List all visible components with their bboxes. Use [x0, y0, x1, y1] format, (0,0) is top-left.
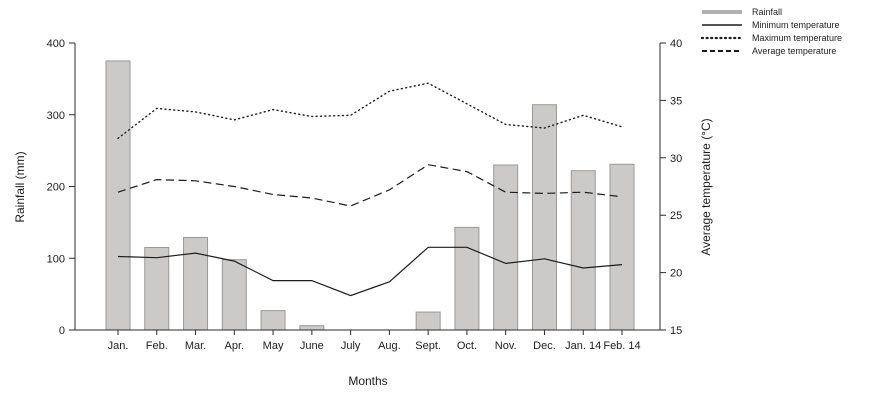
axes — [69, 42, 666, 335]
left-tick-label: 300 — [47, 110, 65, 122]
rainfall-line-sample-icon — [702, 9, 742, 14]
x-axis-title: Months — [348, 374, 388, 388]
month-tick-label: Jan. — [108, 340, 129, 352]
line-minimum-temperature — [117, 246, 623, 297]
legend-item-avg-temperature: Average temperature — [701, 44, 873, 57]
month-tick-label: Mar. — [185, 340, 206, 352]
right-tick-label: 35 — [670, 95, 682, 107]
bar-Feb. — [144, 246, 170, 331]
left-tick-label: 100 — [47, 253, 65, 265]
left-tick-label: 0 — [59, 325, 65, 337]
left-axis-title: Rainfall (mm) — [13, 151, 27, 223]
month-tick-label: Apr. — [225, 340, 245, 352]
bar-Nov. — [493, 164, 519, 331]
month-tick-label: Jan. 14 — [565, 340, 601, 352]
left-tick-label: 200 — [47, 182, 65, 194]
legend: Rainfall Minimum temperature Maximum tem… — [701, 5, 873, 57]
month-tick-label: Dec. — [533, 340, 556, 352]
legend-label-max-temperature: Maximum temperature — [752, 32, 843, 43]
month-tick-label: Sept. — [415, 340, 441, 352]
right-tick-label: 20 — [670, 268, 682, 280]
month-tick-label: Aug. — [378, 340, 401, 352]
right-tick-label: 30 — [670, 153, 682, 165]
legend-item-rainfall: Rainfall — [701, 5, 873, 18]
month-tick-label: June — [300, 340, 324, 352]
bar-Sept. — [415, 311, 441, 331]
solid-line-sample-icon — [702, 23, 742, 26]
line-maximum-temperature — [117, 82, 623, 139]
rainfall-bars — [105, 60, 635, 331]
month-tick-label: Nov. — [495, 340, 517, 352]
bar-Oct. — [454, 226, 480, 331]
dashed-line-sample-icon — [702, 49, 742, 52]
bar-May — [260, 310, 286, 331]
dotted-line-sample-icon — [701, 36, 743, 39]
bar-June — [299, 325, 325, 331]
legend-item-min-temperature: Minimum temperature — [701, 18, 873, 31]
right-tick-label: 25 — [670, 210, 682, 222]
right-tick-label: 15 — [670, 325, 682, 337]
bar-Mar. — [183, 236, 209, 331]
month-tick-label: Oct. — [457, 340, 477, 352]
legend-label-rainfall: Rainfall — [752, 6, 783, 17]
legend-label-min-temperature: Minimum temperature — [752, 19, 840, 30]
month-tick-label: Feb. — [146, 340, 168, 352]
left-tick-label: 400 — [47, 38, 65, 50]
bar-Apr. — [221, 259, 247, 331]
legend-label-avg-temperature: Average temperature — [752, 45, 837, 56]
bar-Jan. 14 — [570, 170, 596, 331]
month-tick-label: Feb. 14 — [603, 340, 640, 352]
bar-Dec. — [531, 104, 557, 331]
line-average-temperature — [117, 164, 623, 207]
right-tick-label: 40 — [670, 38, 682, 50]
tick-labels: 0 100 200 300 400 15 20 25 30 35 40 Jan. Feb. Mar. Apr… — [47, 38, 683, 352]
legend-item-max-temperature: Maximum temperature — [701, 31, 873, 44]
bar-Feb. 14 — [609, 163, 635, 331]
month-tick-label: May — [263, 340, 284, 352]
bar-Jan. — [105, 60, 131, 331]
month-tick-label: July — [341, 340, 361, 352]
right-axis-title: Average temperature (°C) — [699, 118, 713, 256]
